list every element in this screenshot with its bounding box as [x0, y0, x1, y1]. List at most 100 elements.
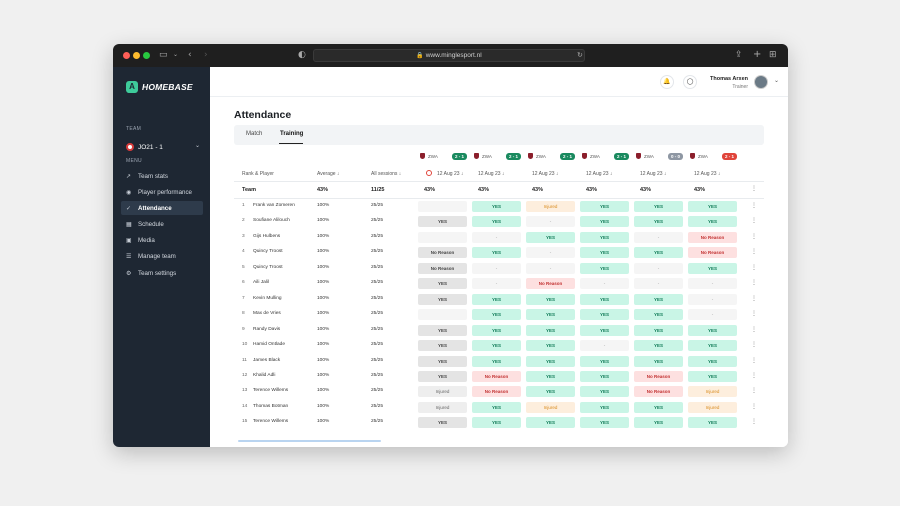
attendance-status-cell[interactable]: No Reason [634, 370, 683, 382]
attendance-status-cell[interactable]: No Reason [472, 370, 521, 382]
table-row[interactable]: 1 Frank van Zomeren 100% 25/25 YES Injured YES… [234, 199, 764, 214]
table-row[interactable]: 4 Quincy Troost 100% 25/25 No Reason YES - YES Y… [234, 245, 764, 260]
table-row[interactable]: 11 James Black 100% 25/25 YES YES YES YES YES YES… [234, 354, 764, 369]
attendance-status-cell[interactable] [418, 309, 467, 321]
attendance-status-cell[interactable]: YES [526, 340, 575, 352]
bell-icon[interactable]: 🔔 [660, 75, 674, 89]
column-header-session-date[interactable]: 12 Aug 23 ↓ [586, 171, 613, 177]
attendance-status-cell[interactable]: YES [418, 216, 467, 228]
attendance-status-cell[interactable]: YES [634, 309, 683, 321]
attendance-status-cell[interactable]: YES [580, 309, 629, 321]
attendance-status-cell[interactable]: YES [688, 262, 737, 274]
attendance-status-cell[interactable]: YES [634, 216, 683, 228]
attendance-status-cell[interactable]: - [688, 293, 737, 305]
more-options-icon[interactable]: ⋮ [751, 372, 757, 379]
more-options-icon[interactable]: ⋮ [751, 326, 757, 333]
more-options-icon[interactable]: ⋮ [751, 342, 757, 349]
attendance-status-cell[interactable]: YES [526, 293, 575, 305]
attendance-status-cell[interactable]: Injured [418, 401, 467, 413]
attendance-status-cell[interactable]: - [526, 262, 575, 274]
attendance-status-cell[interactable]: - [472, 231, 521, 243]
attendance-status-cell[interactable]: YES [418, 340, 467, 352]
attendance-status-cell[interactable]: YES [526, 309, 575, 321]
avatar[interactable] [754, 75, 768, 89]
attendance-status-cell[interactable]: YES [634, 417, 683, 429]
column-header-sessions[interactable]: All sessions ↓ [371, 171, 402, 177]
attendance-status-cell[interactable]: - [580, 278, 629, 290]
column-header-session-date[interactable]: 12 Aug 23 ↓ [478, 171, 505, 177]
table-row[interactable]: 15 Terence Willems 100% 25/25 YES YES YES YES YE… [234, 415, 764, 430]
maximize-window-button[interactable] [143, 52, 150, 59]
attendance-status-cell[interactable]: YES [418, 324, 467, 336]
column-header-session-date[interactable]: 12 Aug 23 ↓ [532, 171, 559, 177]
attendance-status-cell[interactable]: YES [472, 247, 521, 259]
more-options-icon[interactable]: ⋮ [751, 388, 757, 395]
privacy-shield-icon[interactable]: ◐ [298, 50, 306, 60]
chevron-down-icon[interactable]: ⌄ [773, 78, 779, 84]
sidebar-item-team-stats[interactable]: ↗ Team stats [121, 169, 203, 183]
attendance-status-cell[interactable]: YES [526, 355, 575, 367]
more-options-icon[interactable]: ⋮ [751, 357, 757, 364]
column-header-session-date[interactable]: 12 Aug 23 ↓ [437, 171, 464, 177]
tab-match[interactable]: Match [246, 131, 263, 137]
attendance-status-cell[interactable]: - [580, 340, 629, 352]
more-options-icon[interactable]: ⋮ [751, 419, 757, 426]
attendance-status-cell[interactable]: YES [580, 370, 629, 382]
attendance-status-cell[interactable]: No Reason [634, 386, 683, 398]
table-row[interactable]: 3 Gijs Hulbens 100% 25/25- YES YES - No Reason ⋮ [234, 230, 764, 245]
attendance-status-cell[interactable]: YES [688, 340, 737, 352]
table-row[interactable]: 13 Terence Willems 100% 25/25 Injured No Reas… [234, 384, 764, 399]
address-bar[interactable]: 🔒 www.minglesport.nl [313, 49, 585, 62]
attendance-status-cell[interactable]: - [472, 278, 521, 290]
attendance-status-cell[interactable]: YES [418, 293, 467, 305]
more-options-icon[interactable]: ⋮ [751, 280, 757, 287]
attendance-status-cell[interactable]: YES [580, 401, 629, 413]
minimize-window-button[interactable] [133, 52, 140, 59]
attendance-status-cell[interactable]: Injured [688, 401, 737, 413]
column-header-session-date[interactable]: 12 Aug 23 ↓ [640, 171, 667, 177]
attendance-status-cell[interactable]: YES [580, 201, 629, 212]
attendance-status-cell[interactable]: YES [580, 355, 629, 367]
attendance-status-cell[interactable]: YES [472, 355, 521, 367]
attendance-status-cell[interactable]: YES [688, 216, 737, 228]
attendance-status-cell[interactable]: YES [580, 262, 629, 274]
table-row[interactable]: 5 Quincy Troost 100% 25/25 No Reason - - YES - YE… [234, 261, 764, 276]
table-row[interactable]: 10 Hamid Ontlade 100% 25/25 YES YES YES - YES YES… [234, 338, 764, 353]
attendance-status-cell[interactable]: YES [580, 386, 629, 398]
chevron-down-icon[interactable]: ⌄ [173, 51, 179, 58]
attendance-status-cell[interactable]: YES [472, 340, 521, 352]
attendance-status-cell[interactable]: YES [580, 293, 629, 305]
attendance-status-cell[interactable]: YES [634, 340, 683, 352]
forward-arrow-icon[interactable]: › [204, 50, 208, 60]
more-options-icon[interactable]: ⋮ [751, 186, 757, 192]
sidebar-toggle-icon[interactable]: ▭ [159, 50, 168, 60]
attendance-status-cell[interactable]: No Reason [688, 231, 737, 243]
table-row[interactable]: 8 Max de Vries 100% 25/25 YES YES YES YES - ⋮ [234, 307, 764, 322]
attendance-status-cell[interactable]: YES [634, 247, 683, 259]
attendance-status-cell[interactable]: YES [688, 324, 737, 336]
attendance-status-cell[interactable]: YES [472, 324, 521, 336]
column-header-average[interactable]: Average ↓ [317, 171, 340, 177]
attendance-status-cell[interactable]: No Reason [418, 247, 467, 259]
attendance-status-cell[interactable]: No Reason [418, 262, 467, 274]
attendance-status-cell[interactable]: Injured [418, 386, 467, 398]
column-header-player[interactable]: Rank & Player [242, 171, 274, 177]
attendance-status-cell[interactable]: YES [472, 201, 521, 212]
more-options-icon[interactable]: ⋮ [751, 295, 757, 302]
attendance-status-cell[interactable]: YES [580, 216, 629, 228]
attendance-status-cell[interactable]: - [634, 231, 683, 243]
attendance-status-cell[interactable] [418, 231, 467, 243]
attendance-status-cell[interactable]: YES [688, 355, 737, 367]
tab-training[interactable]: Training [280, 131, 304, 137]
attendance-status-cell[interactable]: YES [472, 309, 521, 321]
attendance-status-cell[interactable]: YES [634, 401, 683, 413]
tab-overview-icon[interactable]: ⊞ [769, 50, 777, 60]
attendance-status-cell[interactable]: YES [580, 417, 629, 429]
attendance-status-cell[interactable]: No Reason [472, 386, 521, 398]
sidebar-item-player-performance[interactable]: ◉ Player performance [121, 185, 203, 199]
attendance-status-cell[interactable]: YES [580, 247, 629, 259]
more-options-icon[interactable]: ⋮ [751, 403, 757, 410]
reload-icon[interactable]: ↻ [577, 51, 583, 59]
table-row[interactable]: 14 Thomas Botman 100% 25/25 Injured YES Injure… [234, 400, 764, 415]
attendance-status-cell[interactable]: YES [472, 293, 521, 305]
